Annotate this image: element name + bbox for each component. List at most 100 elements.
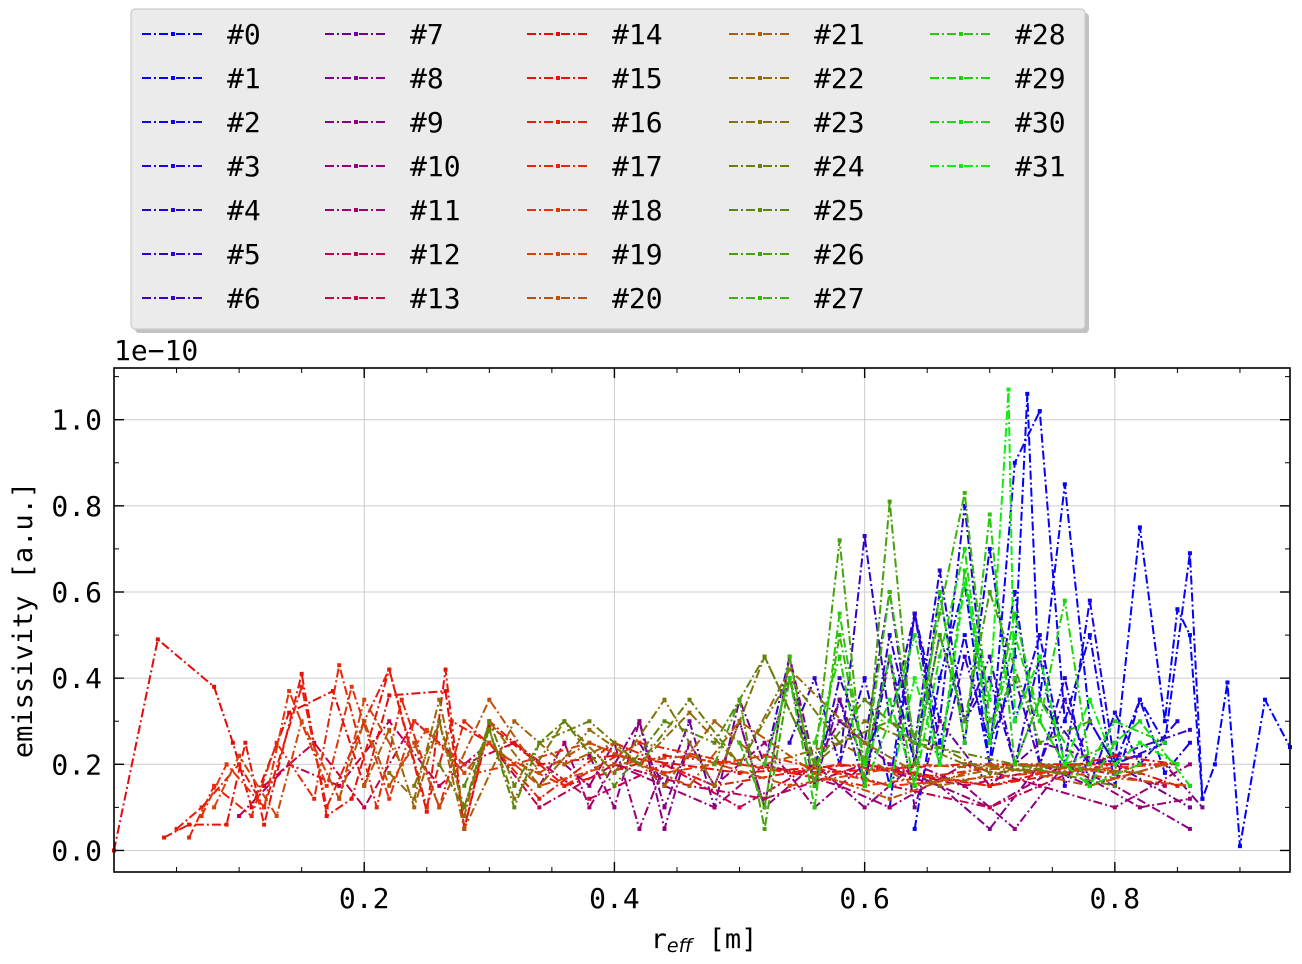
- data-point: [249, 805, 254, 810]
- legend-label: #2: [227, 106, 261, 139]
- y-offset-text: 1e−10: [114, 334, 198, 367]
- data-point: [1037, 719, 1042, 724]
- data-point: [937, 590, 942, 594]
- legend-label: #11: [410, 194, 461, 227]
- series-line: [438, 677, 1090, 809]
- data-point: [412, 805, 417, 810]
- data-point: [962, 633, 967, 638]
- legend-label: #14: [612, 18, 663, 51]
- data-point: [1112, 805, 1117, 810]
- legend-label: #4: [227, 194, 261, 227]
- data-point: [462, 814, 467, 818]
- data-point: [937, 719, 942, 724]
- data-point: [887, 762, 892, 767]
- data-point: [324, 814, 329, 818]
- data-point: [912, 805, 917, 810]
- data-point: [537, 796, 542, 801]
- series-layer: [112, 387, 1292, 853]
- data-point: [462, 770, 467, 775]
- legend-label: #15: [612, 62, 663, 95]
- data-point: [412, 796, 417, 801]
- data-point: [887, 499, 892, 504]
- data-point: [274, 740, 279, 745]
- data-point: [837, 719, 842, 724]
- data-point: [155, 637, 160, 642]
- data-point: [199, 805, 204, 810]
- data-point: [237, 753, 242, 758]
- data-point: [437, 805, 442, 810]
- legend-label: #28: [1015, 18, 1066, 51]
- data-point: [762, 740, 767, 745]
- y-tick-label: 0.2: [51, 748, 102, 781]
- data-point: [1012, 719, 1017, 724]
- data-point: [887, 796, 892, 801]
- data-point: [387, 719, 392, 724]
- data-point: [812, 762, 817, 767]
- series-line: [188, 664, 1140, 838]
- legend-marker: [171, 252, 175, 256]
- legend-entry: #12: [325, 238, 461, 271]
- legend-label: #29: [1015, 62, 1066, 95]
- data-point: [712, 740, 717, 745]
- data-point: [612, 770, 617, 775]
- x-axis-label: reff [m]: [651, 924, 758, 957]
- data-point: [1012, 460, 1017, 465]
- legend-marker: [556, 208, 560, 212]
- data-point: [987, 654, 992, 659]
- data-point: [787, 740, 792, 745]
- data-point: [1137, 740, 1142, 745]
- data-point: [1187, 740, 1192, 745]
- legend-label: #30: [1015, 106, 1066, 139]
- data-point: [1175, 762, 1180, 767]
- data-point: [937, 654, 942, 659]
- data-point: [1012, 590, 1017, 594]
- data-point: [462, 805, 467, 810]
- legend-entry: #20: [527, 282, 663, 315]
- x-axis-label-main: r: [651, 924, 667, 955]
- data-point: [243, 740, 248, 745]
- data-point: [587, 740, 592, 745]
- data-point: [1162, 740, 1167, 745]
- data-point: [1262, 697, 1267, 702]
- data-point: [1137, 697, 1142, 702]
- data-point: [1137, 770, 1142, 775]
- data-point: [662, 719, 667, 724]
- legend-entry: #7: [325, 18, 444, 51]
- data-point: [462, 826, 467, 831]
- data-point: [1087, 598, 1092, 603]
- series-line: [838, 504, 1179, 787]
- data-point: [762, 805, 767, 810]
- data-point: [1037, 740, 1042, 745]
- data-point: [987, 762, 992, 767]
- data-point: [1062, 762, 1067, 767]
- data-point: [1200, 805, 1205, 810]
- data-point: [887, 805, 892, 810]
- data-point: [712, 762, 717, 767]
- series-line: [563, 741, 1191, 830]
- data-point: [687, 697, 692, 702]
- data-point: [687, 710, 692, 715]
- axis-ticks: 0.2 0.4 0.6 0.8 0.0 0.2 0.4 0.6 0.8 1.0: [51, 368, 1290, 915]
- data-point: [862, 676, 867, 681]
- data-point: [387, 667, 392, 672]
- data-point: [687, 719, 692, 724]
- legend-entry: #17: [527, 150, 663, 183]
- x-axis-label-sub: eff: [667, 935, 695, 957]
- legend-label: #9: [410, 106, 444, 139]
- legend-marker: [354, 296, 358, 300]
- data-point: [1187, 727, 1192, 732]
- x-tick-label: 0.4: [589, 882, 640, 915]
- data-point: [537, 770, 542, 775]
- data-point: [837, 697, 842, 702]
- data-point: [312, 796, 317, 801]
- data-point: [612, 762, 617, 767]
- data-point: [1062, 482, 1067, 487]
- data-point: [837, 762, 842, 767]
- data-point: [837, 740, 842, 745]
- data-point: [887, 590, 892, 594]
- data-point: [362, 805, 367, 810]
- data-point: [862, 697, 867, 702]
- data-point: [962, 654, 967, 659]
- data-point: [737, 805, 742, 810]
- data-point: [737, 740, 742, 745]
